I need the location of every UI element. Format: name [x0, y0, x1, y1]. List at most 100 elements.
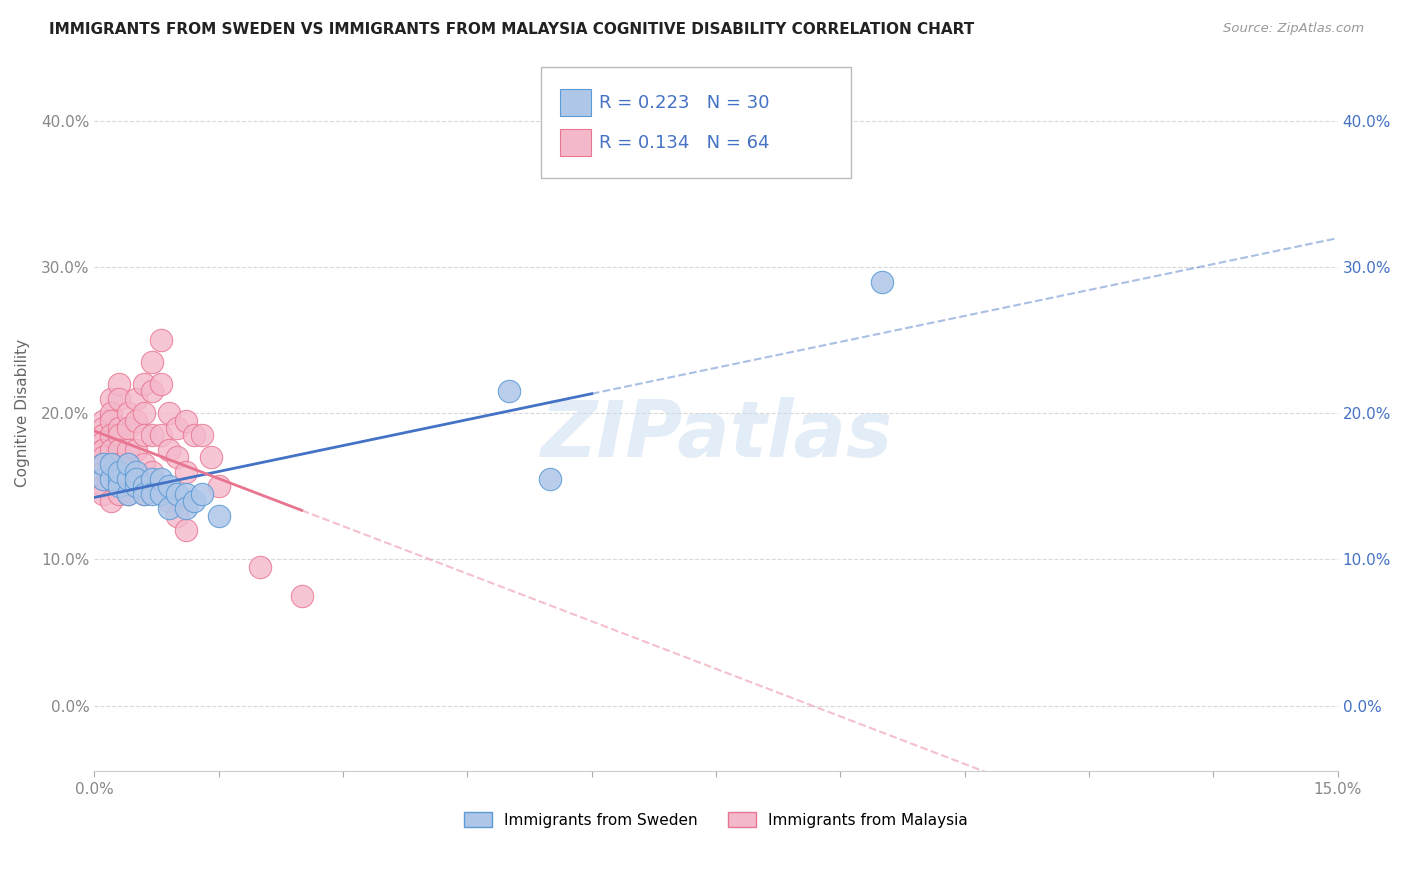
Point: [117, 406, 139, 420]
Point: [157, 479, 180, 493]
Point: [141, 486, 163, 500]
Point: [91, 442, 114, 457]
Point: [134, 486, 156, 500]
Point: [100, 442, 122, 457]
Point: [134, 486, 156, 500]
Point: [134, 406, 156, 420]
Point: [117, 442, 139, 457]
Point: [174, 501, 197, 516]
Point: [100, 413, 122, 427]
Point: [191, 428, 214, 442]
Point: [166, 421, 188, 435]
Point: [183, 428, 205, 442]
Point: [100, 458, 122, 472]
Text: Source: ZipAtlas.com: Source: ZipAtlas.com: [1223, 22, 1364, 36]
Point: [91, 435, 114, 450]
Y-axis label: Cognitive Disability: Cognitive Disability: [15, 339, 30, 487]
Point: [125, 392, 148, 406]
Point: [149, 486, 172, 500]
Point: [134, 428, 156, 442]
Point: [108, 421, 131, 435]
Point: [125, 472, 148, 486]
Point: [125, 479, 148, 493]
Point: [291, 589, 314, 603]
Point: [91, 465, 114, 479]
Point: [200, 450, 222, 464]
Point: [208, 479, 231, 493]
Point: [125, 465, 148, 479]
Point: [100, 392, 122, 406]
Point: [141, 428, 163, 442]
Point: [100, 458, 122, 472]
Point: [117, 486, 139, 500]
Point: [91, 479, 114, 493]
Point: [141, 472, 163, 486]
Text: ZIPatlas: ZIPatlas: [540, 397, 893, 473]
Text: R = 0.223   N = 30: R = 0.223 N = 30: [599, 94, 769, 112]
Point: [870, 275, 893, 289]
Point: [100, 428, 122, 442]
Point: [91, 413, 114, 427]
Point: [108, 392, 131, 406]
Point: [91, 472, 114, 486]
Point: [134, 479, 156, 493]
Point: [108, 479, 131, 493]
Point: [125, 442, 148, 457]
Point: [100, 465, 122, 479]
Point: [191, 486, 214, 500]
Point: [117, 421, 139, 435]
Point: [91, 442, 114, 457]
Point: [174, 486, 197, 500]
Point: [141, 465, 163, 479]
Point: [538, 472, 561, 486]
Point: [108, 442, 131, 457]
Point: [108, 377, 131, 392]
Point: [117, 458, 139, 472]
Point: [117, 472, 139, 486]
Point: [91, 450, 114, 464]
Point: [166, 508, 188, 523]
Point: [134, 458, 156, 472]
Point: [108, 486, 131, 500]
Point: [157, 406, 180, 420]
Point: [149, 428, 172, 442]
Text: IMMIGRANTS FROM SWEDEN VS IMMIGRANTS FROM MALAYSIA COGNITIVE DISABILITY CORRELAT: IMMIGRANTS FROM SWEDEN VS IMMIGRANTS FRO…: [49, 22, 974, 37]
Point: [117, 458, 139, 472]
Point: [91, 472, 114, 486]
Point: [157, 501, 180, 516]
Point: [108, 458, 131, 472]
Point: [183, 494, 205, 508]
Point: [166, 486, 188, 500]
Point: [157, 442, 180, 457]
Point: [141, 355, 163, 369]
Point: [498, 384, 520, 399]
Point: [174, 465, 197, 479]
Point: [157, 494, 180, 508]
Point: [91, 458, 114, 472]
Point: [91, 486, 114, 500]
Point: [91, 458, 114, 472]
Point: [108, 428, 131, 442]
Point: [149, 377, 172, 392]
Point: [125, 413, 148, 427]
Point: [125, 472, 148, 486]
Point: [208, 508, 231, 523]
Point: [174, 413, 197, 427]
Point: [149, 472, 172, 486]
Point: [149, 333, 172, 347]
Point: [91, 421, 114, 435]
Point: [174, 523, 197, 537]
Point: [100, 472, 122, 486]
Point: [166, 450, 188, 464]
Point: [249, 559, 271, 574]
Point: [100, 406, 122, 420]
Text: R = 0.134   N = 64: R = 0.134 N = 64: [599, 134, 769, 152]
Point: [91, 428, 114, 442]
Point: [108, 472, 131, 486]
Point: [134, 377, 156, 392]
Legend: Immigrants from Sweden, Immigrants from Malaysia: Immigrants from Sweden, Immigrants from …: [457, 804, 976, 835]
Point: [100, 494, 122, 508]
Point: [141, 384, 163, 399]
Point: [108, 465, 131, 479]
Point: [117, 486, 139, 500]
